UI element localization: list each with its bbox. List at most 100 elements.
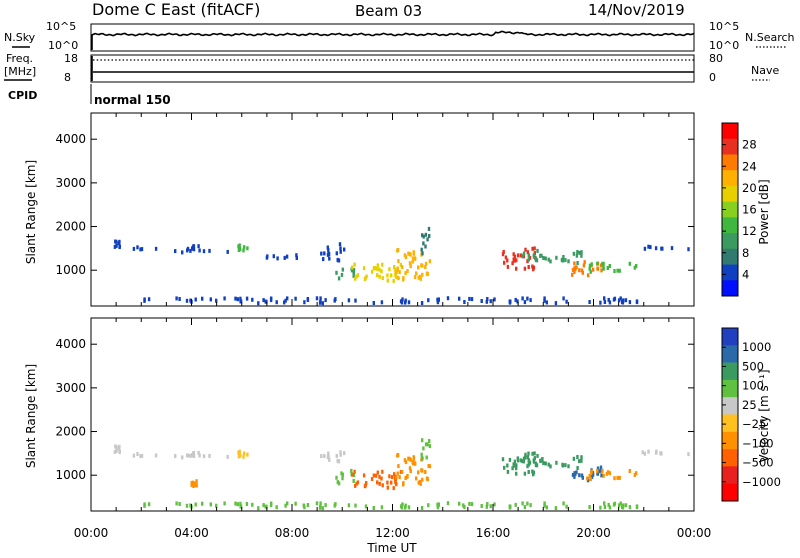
data-cell <box>527 451 530 456</box>
data-cell <box>531 264 534 269</box>
data-cell <box>284 298 287 303</box>
data-cell <box>613 296 617 301</box>
data-cell <box>381 262 384 267</box>
data-cell <box>580 253 583 258</box>
data-cell <box>198 453 201 458</box>
data-cell <box>319 501 322 506</box>
data-cell <box>327 252 331 256</box>
data-cell <box>418 274 422 279</box>
data-cell <box>533 451 536 456</box>
data-cell <box>624 503 628 508</box>
data-cell <box>201 296 204 301</box>
beam-title: Beam 03 <box>355 2 422 20</box>
data-cell <box>412 456 416 461</box>
data-cell <box>421 233 424 238</box>
data-cell <box>354 276 357 281</box>
data-cluster-11 <box>521 453 583 470</box>
data-cell <box>504 255 508 260</box>
data-cell <box>580 455 583 460</box>
data-cell <box>404 300 407 305</box>
data-cell <box>370 477 374 481</box>
data-cell <box>118 449 121 454</box>
data-cell <box>591 267 595 272</box>
data-cell <box>588 300 591 304</box>
data-cell <box>580 473 584 478</box>
data-cell <box>421 438 424 443</box>
data-cell <box>397 276 400 281</box>
colorbar-segment <box>722 138 738 155</box>
data-cell <box>635 300 639 305</box>
data-cell <box>139 247 142 252</box>
data-cell <box>401 502 404 507</box>
data-cell <box>519 253 523 258</box>
data-cell <box>588 505 591 509</box>
data-cell <box>396 266 399 271</box>
data-cell <box>519 458 523 463</box>
data-cluster-13 <box>588 261 638 274</box>
data-cell <box>194 297 197 302</box>
data-cell <box>567 259 570 264</box>
data-cell <box>251 297 254 302</box>
y-tick-label: 4000 <box>55 132 86 146</box>
data-cell <box>318 300 322 305</box>
data-cell <box>352 273 355 278</box>
colorbar-segment <box>722 154 738 171</box>
data-cell <box>408 261 412 266</box>
data-cell <box>536 453 539 458</box>
data-cell <box>393 472 396 477</box>
data-cluster-7 <box>351 262 403 283</box>
y-tick-label: 1000 <box>55 263 86 277</box>
colorbar-tick-label: 16 <box>742 203 757 217</box>
data-cell <box>602 264 605 269</box>
colorbar-tick-label: 4 <box>742 267 749 281</box>
data-cell <box>319 296 322 301</box>
data-cell <box>599 300 602 305</box>
data-cell <box>353 469 356 474</box>
data-cell <box>390 273 393 278</box>
data-cell <box>390 475 394 480</box>
data-cell <box>535 258 539 263</box>
data-cell <box>376 470 379 475</box>
data-cell <box>399 504 403 509</box>
nave-bottom-tick: 0 <box>709 71 716 84</box>
cpid-panel: CPID normal 150 <box>8 84 171 107</box>
data-cell <box>354 503 357 508</box>
data-cell <box>436 505 440 510</box>
data-cell <box>572 251 576 256</box>
data-cell <box>362 266 366 271</box>
data-cell <box>605 471 609 476</box>
data-cell <box>596 468 599 473</box>
data-cluster-12 <box>571 260 603 278</box>
colorbar-tick-label: 12 <box>742 224 757 238</box>
data-cell <box>515 266 518 271</box>
data-cell <box>617 503 621 508</box>
data-cell <box>378 481 381 486</box>
data-cell <box>192 244 195 249</box>
data-cell <box>407 300 411 305</box>
data-cell <box>378 474 381 479</box>
data-cell <box>588 473 591 478</box>
colorbar-segment <box>722 217 738 234</box>
data-cell <box>178 297 181 301</box>
data-cell <box>562 296 565 301</box>
data-cell <box>589 477 592 481</box>
data-cell <box>381 469 384 474</box>
data-cell <box>381 483 384 488</box>
data-cluster-13 <box>586 468 638 481</box>
data-cell <box>399 262 403 267</box>
data-cell <box>421 251 424 256</box>
data-cell <box>113 449 117 454</box>
data-cell <box>154 453 158 458</box>
velocity-colorbar-label: Velocity [m s⁻¹] <box>757 369 771 462</box>
data-cell <box>115 243 118 248</box>
data-cell <box>428 234 431 238</box>
data-cell <box>328 457 331 462</box>
nsky-bottom-tick: 10^0 <box>48 39 78 52</box>
data-cell <box>409 457 412 462</box>
colorbar-segment <box>722 280 738 297</box>
data-cell <box>633 265 636 270</box>
data-cell <box>616 475 619 480</box>
data-cell <box>115 448 118 453</box>
data-cell <box>412 251 416 256</box>
data-cell <box>567 464 570 469</box>
